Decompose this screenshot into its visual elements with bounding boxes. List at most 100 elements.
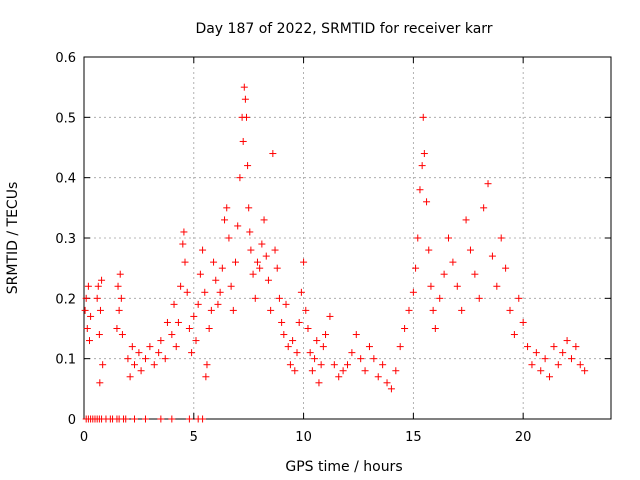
data-point-zero <box>199 415 207 423</box>
chart-title: Day 187 of 2022, SRMTID for receiver kar… <box>195 21 492 37</box>
data-point <box>188 349 196 357</box>
data-point <box>240 83 248 91</box>
data-point <box>126 373 134 381</box>
data-point <box>462 216 470 224</box>
data-point-zero <box>122 415 130 423</box>
data-point <box>297 288 305 296</box>
data-point <box>161 355 169 363</box>
data-point <box>357 355 365 363</box>
data-point <box>114 282 122 290</box>
data-point <box>418 162 426 170</box>
data-point <box>515 294 523 302</box>
data-point <box>264 276 272 284</box>
data-point <box>135 349 143 357</box>
data-point <box>420 150 428 158</box>
data-point <box>306 349 314 357</box>
data-point <box>414 234 422 242</box>
data-point <box>317 361 325 369</box>
data-point <box>284 343 292 351</box>
data-point <box>436 294 444 302</box>
data-point <box>194 300 202 308</box>
data-point <box>258 240 266 248</box>
data-point <box>572 343 580 351</box>
data-point <box>528 361 536 369</box>
data-point <box>170 300 178 308</box>
data-point <box>93 294 101 302</box>
data-point <box>431 325 439 332</box>
data-point-zero <box>157 415 165 423</box>
data-point <box>128 343 136 351</box>
data-point <box>199 246 207 254</box>
data-point <box>302 306 310 314</box>
x-tick-label: 20 <box>515 430 532 445</box>
data-point-zero <box>168 415 176 423</box>
data-point <box>506 306 514 314</box>
data-point <box>519 318 527 326</box>
data-point <box>131 361 139 369</box>
data-point <box>247 246 255 254</box>
data-point <box>537 367 545 375</box>
data-point <box>383 379 391 387</box>
data-point <box>251 294 259 302</box>
data-point <box>118 331 126 339</box>
data-point <box>315 379 323 387</box>
y-tick-label: 0.1 <box>55 353 76 368</box>
data-point <box>141 355 149 363</box>
data-point-zero <box>141 415 149 423</box>
data-point <box>409 288 417 296</box>
data-point <box>550 343 558 351</box>
data-point <box>174 318 182 326</box>
data-point <box>146 343 154 351</box>
data-point <box>177 282 185 290</box>
data-point <box>423 198 431 206</box>
y-tick-label: 0.3 <box>55 232 76 247</box>
data-point <box>308 367 316 375</box>
data-point-zero <box>185 415 193 423</box>
data-point <box>253 258 261 266</box>
data-point <box>87 312 95 320</box>
data-point <box>225 234 233 242</box>
data-point <box>181 258 189 266</box>
data-point <box>440 270 448 278</box>
data-point <box>267 306 275 314</box>
x-tick-label: 0 <box>80 430 88 445</box>
data-point <box>262 252 270 260</box>
data-point <box>203 361 211 369</box>
data-point <box>239 137 247 145</box>
data-point <box>81 306 89 314</box>
data-point <box>157 337 165 345</box>
data-point <box>335 373 343 381</box>
data-point <box>242 113 250 121</box>
data-point <box>361 367 369 375</box>
data-point <box>286 361 294 369</box>
data-point <box>185 325 193 332</box>
y-tick-label: 0.5 <box>55 111 76 126</box>
data-point <box>419 113 427 121</box>
data-point <box>445 234 453 242</box>
data-point <box>365 343 373 351</box>
data-point <box>223 204 231 212</box>
data-point <box>581 367 589 375</box>
y-tick-label: 0.6 <box>55 51 76 66</box>
data-point <box>541 355 549 363</box>
x-tick-labels: 0 5 10 15 20 <box>80 430 532 445</box>
data-point <box>273 264 281 272</box>
data-point <box>179 240 187 248</box>
data-point <box>168 331 176 339</box>
data-point <box>218 264 226 272</box>
data-point <box>246 228 254 236</box>
y-tick-labels: 0 0.1 0.2 0.3 0.4 0.5 0.6 <box>55 51 76 428</box>
data-point <box>546 373 554 381</box>
y-tick-label: 0.4 <box>55 172 76 187</box>
data-point <box>116 270 124 278</box>
data-point <box>202 373 210 381</box>
data-point-zero <box>131 415 139 423</box>
data-point <box>497 234 505 242</box>
data-point <box>256 264 264 272</box>
data-point <box>524 343 532 351</box>
data-point <box>458 306 466 314</box>
data-point <box>216 288 224 296</box>
data-point <box>416 186 424 194</box>
data-point <box>172 343 180 351</box>
